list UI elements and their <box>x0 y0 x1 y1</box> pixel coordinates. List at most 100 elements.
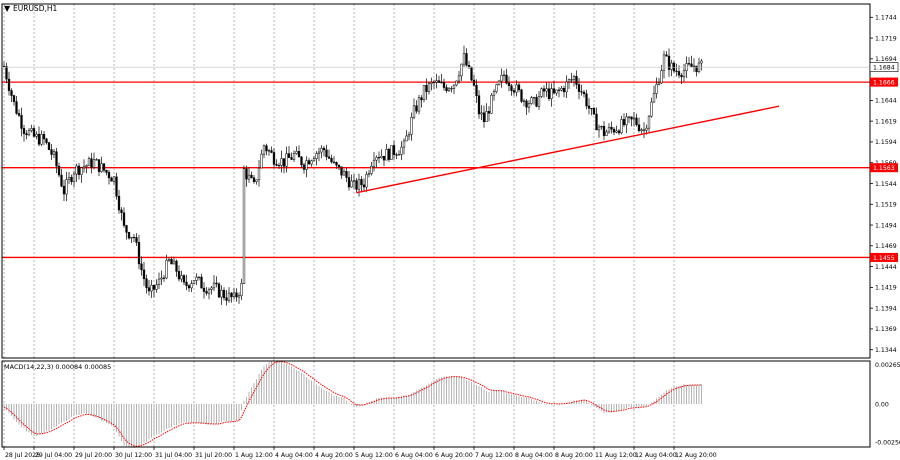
trendline-line[interactable] <box>356 105 780 194</box>
candle-body <box>635 117 638 126</box>
candle-body <box>220 289 223 298</box>
candle-body <box>467 65 471 68</box>
candle-body <box>465 53 468 66</box>
candle-body <box>322 147 326 151</box>
candle-body <box>495 84 498 92</box>
candle-body <box>512 90 516 93</box>
x-tick-label: 29 Jul 04:00 <box>35 452 72 459</box>
candle-body <box>665 54 668 57</box>
candle-body <box>77 165 81 175</box>
candle-body <box>157 278 161 286</box>
candle-body <box>367 173 371 175</box>
candle-body <box>395 154 398 156</box>
candle-body <box>120 209 123 213</box>
candle-body <box>212 282 216 289</box>
candle-body <box>170 259 173 265</box>
macd-pane-frame <box>1 360 871 448</box>
candle-body <box>560 88 563 91</box>
candle-body <box>190 283 193 289</box>
candle-body <box>452 84 456 89</box>
y-tick-label: 1.1694 <box>875 56 897 63</box>
x-tick-label: 6 Aug 04:00 <box>395 452 433 459</box>
candle-body <box>210 287 213 290</box>
macd-y-tick-label: 0.00 <box>875 401 889 408</box>
candle-body <box>62 185 66 195</box>
candle-body <box>527 103 531 108</box>
candle-body <box>235 292 238 298</box>
candle-body <box>5 66 8 80</box>
candle-body <box>7 78 11 91</box>
candle-body <box>642 129 646 131</box>
candle-body <box>135 237 138 243</box>
candle-body <box>390 145 393 160</box>
candle-body <box>345 171 348 178</box>
candle-body <box>202 287 206 292</box>
candle-body <box>567 79 571 83</box>
candle-body <box>397 154 401 156</box>
x-tick-label: 12 Aug 04:00 <box>635 452 677 459</box>
candle-body <box>597 126 601 131</box>
candle-body <box>92 159 96 168</box>
candle-body <box>680 75 683 78</box>
y-tick-label: 1.1719 <box>875 35 897 42</box>
candle-body <box>280 158 283 166</box>
candle-body <box>517 84 521 91</box>
candle-body <box>182 275 186 283</box>
candle-body <box>687 63 691 65</box>
candle-body <box>47 142 51 150</box>
x-tick-label: 4 Aug 04:00 <box>275 452 313 459</box>
candle-body <box>430 82 433 84</box>
candle-body <box>122 212 126 226</box>
candle-body <box>482 112 486 122</box>
candle-body <box>232 292 236 298</box>
candle-body <box>230 292 233 298</box>
x-tick-label: 11 Aug 12:00 <box>595 452 637 459</box>
candle-body <box>547 88 551 99</box>
candle-body <box>490 94 493 114</box>
candle-body <box>137 242 141 265</box>
candle-body <box>700 60 703 64</box>
candle-body <box>365 173 368 188</box>
candle-body <box>12 95 16 102</box>
candle-body <box>255 179 258 182</box>
candle-body <box>620 119 623 134</box>
trendline[interactable] <box>356 105 780 194</box>
candle-body <box>535 97 538 107</box>
candle-body <box>165 260 168 279</box>
candle-body <box>252 177 256 182</box>
y-tick-label: 1.1644 <box>875 98 897 105</box>
candle-body <box>215 282 218 285</box>
y-tick-label: 1.1594 <box>875 139 897 146</box>
candle-body <box>502 74 506 76</box>
candle-body <box>507 82 511 86</box>
candle-body <box>57 165 61 176</box>
candle-body <box>690 63 693 67</box>
candle-body <box>587 105 591 109</box>
candle-body <box>240 283 243 296</box>
candle-body <box>227 292 231 301</box>
candle-body <box>667 55 671 70</box>
candle-body <box>125 225 128 233</box>
candle-body <box>427 83 431 92</box>
candle-body <box>107 172 111 179</box>
candle-body <box>332 161 336 163</box>
candle-body <box>72 173 76 182</box>
level-price-tag <box>870 163 898 173</box>
candle-body <box>102 163 106 171</box>
candle-body <box>307 160 311 165</box>
candle-body <box>480 112 483 115</box>
symbol-header[interactable]: ▼ EURUSD,H1 <box>4 4 57 13</box>
candle-body <box>50 149 53 155</box>
candle-body <box>472 79 476 86</box>
candle-body <box>305 160 308 170</box>
candle-body <box>647 115 651 129</box>
candle-body <box>602 126 606 136</box>
candle-body <box>412 105 416 118</box>
candle-body <box>30 128 33 131</box>
triangle-down-icon[interactable]: ▼ <box>4 4 11 13</box>
level-price-tag <box>870 77 898 87</box>
candle-body <box>595 113 598 131</box>
candle-body <box>532 97 536 99</box>
macd-title: MACD(14,22,3) 0.00084 0.00085 <box>4 363 111 371</box>
candle-body <box>65 179 68 195</box>
